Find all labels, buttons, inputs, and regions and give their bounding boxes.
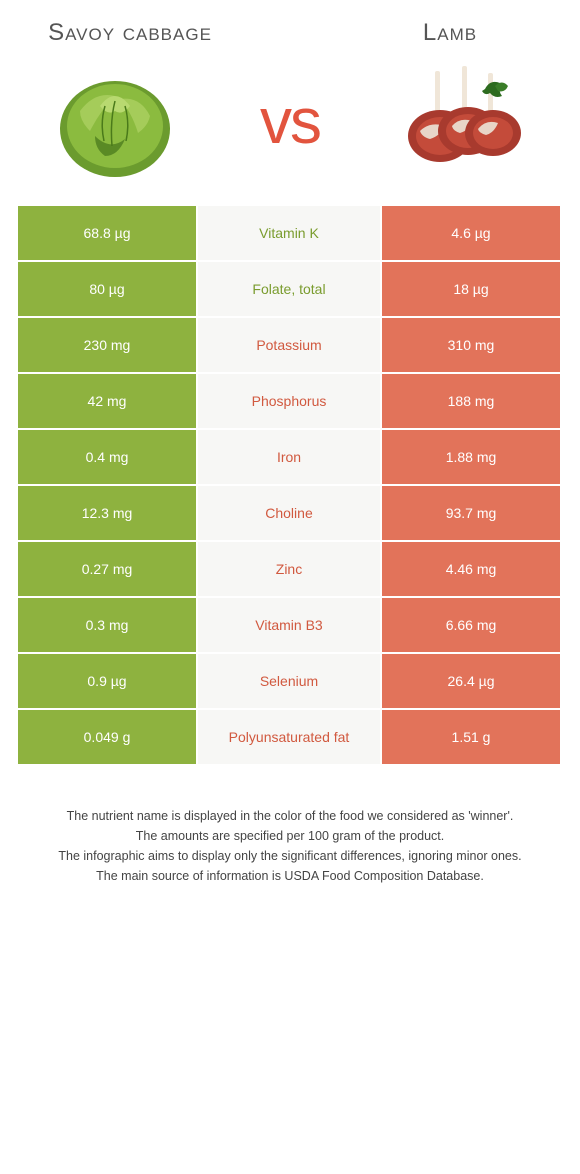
left-value: 80 µg (18, 262, 198, 318)
left-value: 12.3 mg (18, 486, 198, 542)
left-value: 0.9 µg (18, 654, 198, 710)
table-row: 0.3 mgVitamin B36.66 mg (18, 598, 562, 654)
right-value: 6.66 mg (380, 598, 560, 654)
nutrient-name: Iron (198, 430, 380, 486)
right-value: 188 mg (380, 374, 560, 430)
right-value: 1.88 mg (380, 430, 560, 486)
table-row: 230 mgPotassium310 mg (18, 318, 562, 374)
footer-line: The amounts are specified per 100 gram o… (30, 826, 550, 846)
footer-line: The main source of information is USDA F… (30, 866, 550, 886)
left-value: 0.3 mg (18, 598, 198, 654)
right-value: 4.6 µg (380, 206, 560, 262)
footer-line: The infographic aims to display only the… (30, 846, 550, 866)
lamb-image (390, 56, 540, 186)
right-value: 18 µg (380, 262, 560, 318)
footer-notes: The nutrient name is displayed in the co… (0, 766, 580, 916)
cabbage-image (40, 56, 190, 186)
left-value: 42 mg (18, 374, 198, 430)
nutrient-name: Zinc (198, 542, 380, 598)
left-value: 68.8 µg (18, 206, 198, 262)
right-value: 26.4 µg (380, 654, 560, 710)
nutrient-name: Potassium (198, 318, 380, 374)
table-row: 12.3 mgCholine93.7 mg (18, 486, 562, 542)
nutrient-name: Selenium (198, 654, 380, 710)
left-value: 0.27 mg (18, 542, 198, 598)
right-value: 310 mg (380, 318, 560, 374)
table-row: 42 mgPhosphorus188 mg (18, 374, 562, 430)
table-row: 80 µgFolate, total18 µg (18, 262, 562, 318)
nutrient-name: Polyunsaturated fat (198, 710, 380, 766)
vs-label: vs (260, 84, 320, 158)
nutrient-name: Folate, total (198, 262, 380, 318)
table-row: 0.049 gPolyunsaturated fat1.51 g (18, 710, 562, 766)
table-row: 68.8 µgVitamin K4.6 µg (18, 206, 562, 262)
table-row: 0.4 mgIron1.88 mg (18, 430, 562, 486)
nutrient-table: 68.8 µgVitamin K4.6 µg80 µgFolate, total… (18, 206, 562, 766)
header: Savoy cabbage Lamb (0, 0, 580, 46)
footer-line: The nutrient name is displayed in the co… (30, 806, 550, 826)
right-value: 4.46 mg (380, 542, 560, 598)
right-value: 1.51 g (380, 710, 560, 766)
images-row: vs (0, 46, 580, 206)
nutrient-name: Vitamin K (198, 206, 380, 262)
left-value: 0.049 g (18, 710, 198, 766)
right-value: 93.7 mg (380, 486, 560, 542)
table-row: 0.27 mgZinc4.46 mg (18, 542, 562, 598)
nutrient-name: Vitamin B3 (198, 598, 380, 654)
nutrient-name: Choline (198, 486, 380, 542)
left-value: 0.4 mg (18, 430, 198, 486)
left-value: 230 mg (18, 318, 198, 374)
nutrient-name: Phosphorus (198, 374, 380, 430)
left-food-title: Savoy cabbage (30, 20, 230, 46)
table-row: 0.9 µgSelenium26.4 µg (18, 654, 562, 710)
right-food-title: Lamb (350, 20, 550, 46)
